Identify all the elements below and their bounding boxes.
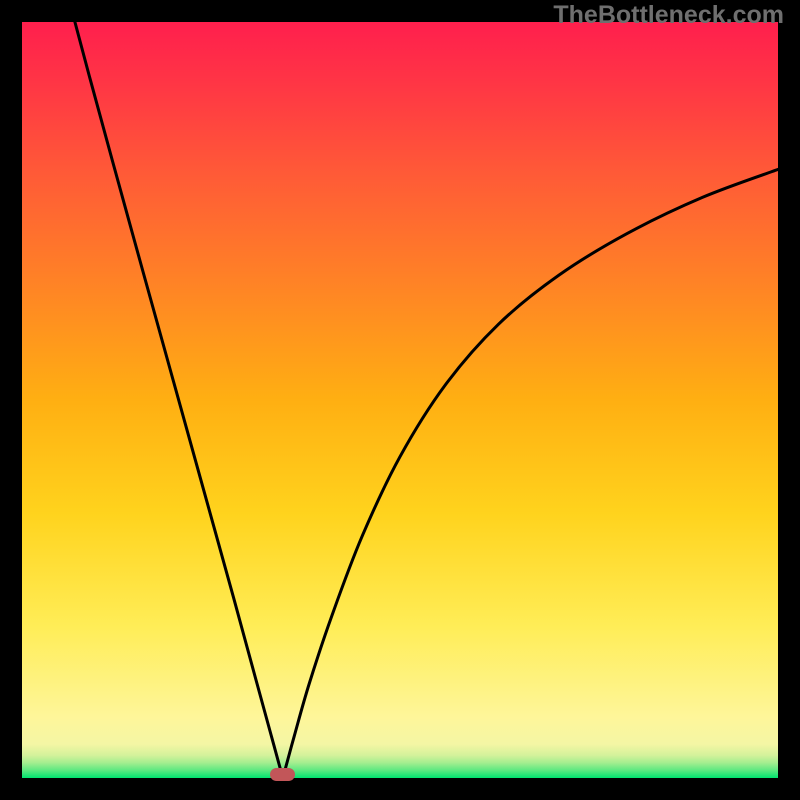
chart-container: TheBottleneck.com [0, 0, 800, 800]
watermark: TheBottleneck.com [553, 1, 784, 30]
bottleneck-curve [22, 22, 778, 778]
minimum-marker [270, 768, 295, 781]
watermark-text: TheBottleneck.com [553, 1, 784, 29]
plot-area [22, 22, 778, 778]
